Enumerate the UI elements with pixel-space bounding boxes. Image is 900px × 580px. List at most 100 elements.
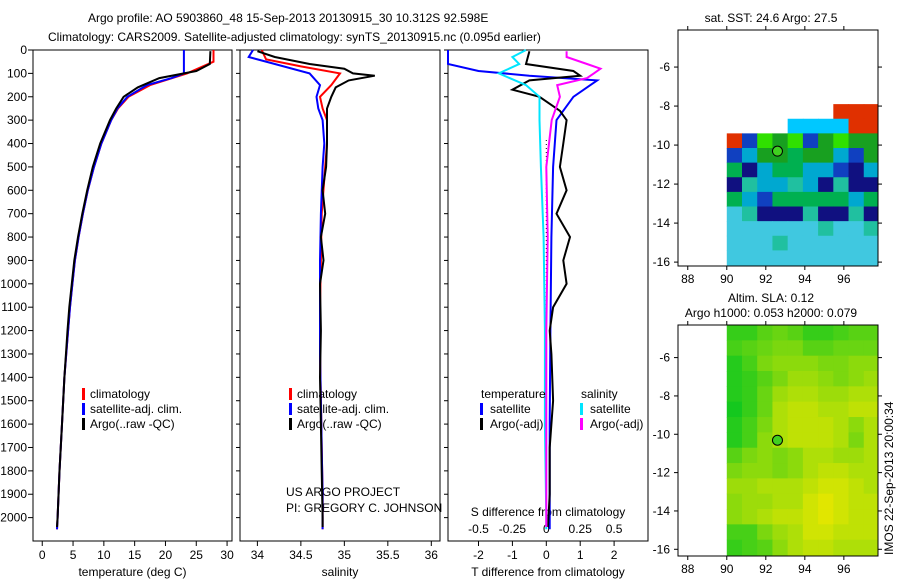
heatmap-cell [742, 148, 758, 164]
heatmap-cell [863, 221, 878, 237]
heatmap-cell [802, 118, 819, 134]
y-tick-label: 900 [7, 253, 27, 267]
heatmap-cell [848, 340, 865, 357]
heatmap-cell [802, 478, 819, 495]
map-title: Altim. SLA: 0.12 [728, 291, 814, 305]
heatmap-cell [726, 539, 743, 556]
heatmap-cell [757, 235, 773, 251]
lat-tick-label: -10 [653, 427, 671, 441]
heatmap-cell [726, 401, 743, 418]
heatmap-cell [802, 250, 819, 266]
heatmap-cell [742, 162, 758, 178]
legend-swatch [480, 418, 483, 430]
heatmap-cell [848, 325, 865, 341]
heatmap-cell [726, 463, 743, 479]
heatmap-cell [772, 478, 789, 495]
heatmap-cell [848, 221, 865, 237]
heatmap-cell [818, 340, 834, 357]
argo-position-marker [771, 145, 783, 157]
y-tick-label: 1200 [0, 324, 27, 338]
heatmap-cell [818, 355, 834, 372]
panel-sst-map: 88 90 92 94 96 -6 -8 -10 -12 -14 -16 sat. SST: 24.6… [653, 11, 882, 286]
heatmap-cell [863, 371, 878, 387]
legend-label: Argo(-adj) [490, 417, 543, 431]
heatmap-cell [833, 191, 850, 208]
heatmap-cell [848, 206, 865, 222]
heatmap-cell [802, 463, 819, 479]
heatmap-cell [772, 355, 789, 372]
legend-label: climatology [90, 387, 150, 401]
heatmap-cell [833, 432, 850, 449]
heatmap-cell [726, 191, 743, 208]
y-tick-label: 1900 [0, 487, 27, 501]
heatmap-cell [726, 386, 743, 403]
heatmap-cell [802, 539, 819, 556]
heatmap-cell [818, 386, 834, 403]
y-tick-label: 1400 [0, 370, 27, 384]
heatmap-cell [802, 432, 819, 449]
panel-sla-map: 88 90 92 94 96 -6 -8 -10 -12 -14 -16 Altim. SLA: 0.… [653, 291, 882, 576]
x-tick-label: 35 [338, 548, 352, 562]
heatmap-cell [833, 235, 850, 251]
heatmap-cell [787, 524, 804, 541]
lat-tick-label: -8 [659, 389, 670, 403]
heatmap-cell [742, 478, 758, 495]
heatmap-cell [802, 417, 819, 433]
x-axis-label: salinity [322, 565, 359, 579]
heatmap-cell [802, 524, 819, 541]
heatmap-cell [863, 447, 878, 464]
legend-label: satellite-adj. clim. [90, 402, 182, 416]
x2-tick-label: 0.25 [569, 522, 593, 536]
heatmap-cell [757, 355, 773, 372]
heatmap-cell [787, 325, 804, 341]
heatmap-cell [726, 509, 743, 525]
y-tick-label: 600 [7, 183, 27, 197]
y-tick-label: 1600 [0, 417, 27, 431]
heatmap-cell [787, 340, 804, 357]
heatmap-cell [742, 235, 758, 251]
y-tick-label: 1500 [0, 394, 27, 408]
heatmap-cell [863, 340, 878, 357]
heatmap-cell [787, 493, 804, 510]
heatmap-cell [772, 524, 789, 541]
heatmap-cell [742, 250, 758, 266]
heatmap-cell [726, 340, 743, 357]
x-tick-label: 35.5 [376, 548, 400, 562]
heatmap-cell [757, 250, 773, 266]
plot-frame [239, 49, 441, 542]
legend-swatch [289, 403, 292, 415]
heatmap-cell [848, 493, 865, 510]
heatmap-cell [802, 447, 819, 464]
heatmap-cell [757, 447, 773, 464]
legend-label: Argo(..raw -QC) [90, 417, 175, 431]
legend-swatch [289, 388, 292, 400]
heatmap-cell [742, 206, 758, 222]
heatmap-cell [787, 250, 804, 266]
heatmap-cell [802, 162, 819, 178]
heatmap-cell [863, 118, 878, 134]
heatmap-cell [757, 133, 773, 149]
heatmap-cell [772, 447, 789, 464]
series-s-argo-adj- [545, 51, 603, 527]
heatmap-cell [848, 191, 865, 208]
heatmap-cell [833, 148, 850, 164]
lat-tick-label: -12 [653, 466, 671, 480]
heatmap-cell [848, 177, 865, 193]
heatmap-cell [757, 493, 773, 510]
x-tick-label: -1 [507, 548, 518, 562]
heatmap-cell [802, 221, 819, 237]
heatmap-cell [742, 177, 758, 193]
heatmap-cell [833, 447, 850, 464]
heatmap-cell [802, 386, 819, 403]
heatmap-cell [772, 539, 789, 556]
legend-swatch [480, 403, 483, 415]
heatmap-cell [863, 206, 878, 222]
lat-tick-label: -12 [653, 177, 671, 191]
lon-tick-label: 88 [681, 272, 695, 286]
heatmap-cell [833, 478, 850, 495]
lon-tick-label: 96 [837, 272, 851, 286]
legend-swatch [82, 403, 85, 415]
heatmap-cell [787, 355, 804, 372]
x-tick-label: 25 [190, 548, 204, 562]
